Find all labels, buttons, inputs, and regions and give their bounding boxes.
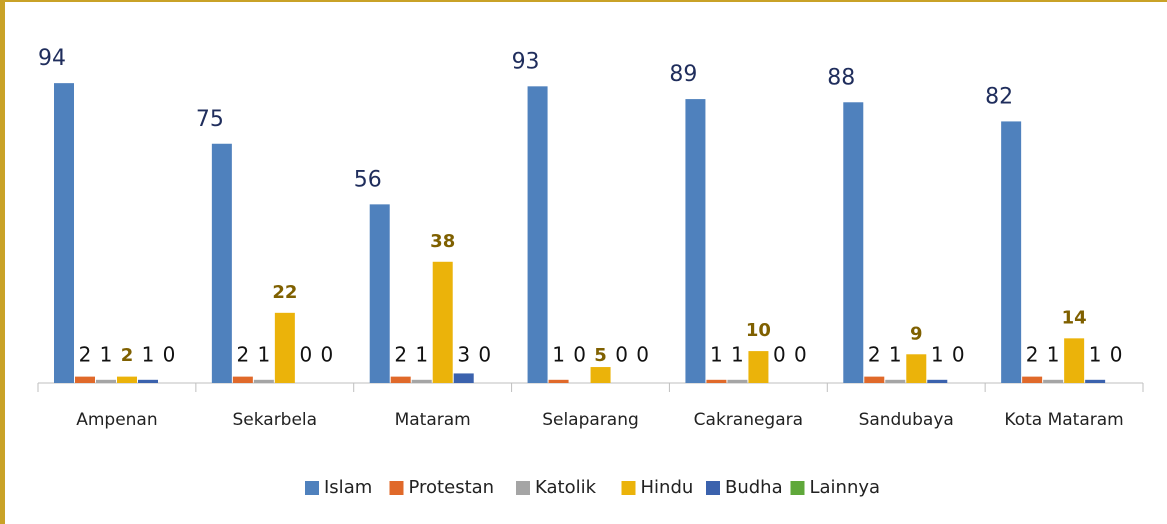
- x-tick-label: Mataram: [395, 410, 471, 430]
- bar: [453, 373, 474, 383]
- bar: [369, 204, 390, 383]
- data-label: 2: [79, 343, 92, 367]
- legend-label: Islam: [324, 477, 372, 498]
- data-label: 5: [594, 345, 607, 366]
- bar: [748, 351, 769, 383]
- bar: [590, 367, 611, 383]
- bar: [548, 379, 569, 383]
- bar: [1064, 338, 1085, 383]
- data-label: 75: [196, 107, 224, 132]
- data-label: 2: [236, 343, 249, 367]
- bar: [864, 376, 885, 383]
- bar: [138, 379, 158, 383]
- data-label: 3: [457, 343, 470, 367]
- data-label: 0: [636, 343, 649, 367]
- legend-swatch: [790, 481, 805, 495]
- bar: [685, 99, 706, 383]
- data-label: 0: [320, 343, 333, 367]
- x-tick-label: Ampenan: [76, 410, 157, 430]
- data-label: 0: [773, 343, 786, 367]
- data-label: 82: [985, 84, 1013, 109]
- data-label: 1: [931, 343, 944, 367]
- bar: [727, 379, 748, 383]
- data-label: 22: [272, 282, 297, 303]
- legend-label: Budha: [725, 477, 783, 498]
- bar: [1085, 379, 1106, 383]
- data-label: 2: [394, 343, 407, 367]
- x-tick-label: Kota Mataram: [1004, 410, 1123, 430]
- data-label: 0: [615, 343, 628, 367]
- x-tick-label: Cakranegara: [694, 410, 803, 430]
- bar: [906, 354, 927, 383]
- data-label: 94: [38, 46, 66, 71]
- bar: [927, 379, 948, 383]
- frame-top-border: [0, 0, 1167, 2]
- bar: [411, 379, 432, 383]
- data-label: 0: [573, 343, 586, 367]
- legend-swatch: [706, 481, 720, 495]
- data-label: 9: [910, 323, 923, 344]
- x-tick-label: Sekarbela: [232, 410, 317, 430]
- data-label: 0: [299, 343, 312, 367]
- bar: [96, 379, 116, 383]
- bar: [843, 102, 864, 383]
- bar: [1022, 376, 1043, 383]
- legend-swatch: [621, 481, 636, 495]
- data-label: 2: [868, 343, 881, 367]
- data-label: 93: [512, 49, 540, 74]
- bar: [527, 86, 548, 383]
- bar: [211, 143, 232, 383]
- bar: [253, 379, 274, 383]
- legend-swatch: [389, 481, 404, 495]
- data-label: 56: [354, 167, 382, 192]
- bar: [54, 83, 74, 383]
- legend-swatch: [305, 481, 319, 495]
- data-label: 89: [669, 62, 697, 87]
- bar: [885, 379, 906, 383]
- bar: [1001, 121, 1022, 384]
- bar: [390, 376, 411, 383]
- data-label: 1: [415, 343, 428, 367]
- bar: [75, 376, 95, 383]
- legend-label: Protestan: [409, 477, 495, 498]
- bar: [706, 379, 727, 383]
- legend-swatch: [516, 481, 530, 495]
- legend-label: Katolik: [535, 477, 597, 498]
- data-label: 1: [710, 343, 723, 367]
- legend-label: Hindu: [641, 477, 694, 498]
- data-label: 2: [121, 345, 134, 366]
- data-label: 0: [478, 343, 491, 367]
- data-label: 0: [1110, 343, 1123, 367]
- data-label: 1: [889, 343, 902, 367]
- data-label: 0: [163, 343, 176, 367]
- bar: [232, 376, 253, 383]
- frame-left-border: [0, 0, 5, 524]
- bar: [1043, 379, 1064, 383]
- bar: [432, 261, 453, 383]
- data-label: 10: [746, 320, 771, 341]
- data-label: 14: [1062, 307, 1087, 328]
- data-label: 88: [827, 65, 855, 90]
- data-label: 0: [794, 343, 807, 367]
- data-label: 2: [1026, 343, 1039, 367]
- data-label: 0: [952, 343, 965, 367]
- data-label: 1: [257, 343, 270, 367]
- data-label: 1: [142, 343, 155, 367]
- x-tick-label: Selaparang: [542, 410, 639, 430]
- data-label: 1: [731, 343, 744, 367]
- data-label: 1: [552, 343, 565, 367]
- x-tick-label: Sandubaya: [859, 410, 954, 430]
- bar: [274, 312, 295, 383]
- data-label: 1: [1089, 343, 1102, 367]
- data-label: 1: [1047, 343, 1060, 367]
- legend-label: Lainnya: [810, 477, 881, 498]
- bar: [117, 376, 137, 383]
- data-label: 1: [100, 343, 113, 367]
- data-label: 38: [430, 231, 455, 252]
